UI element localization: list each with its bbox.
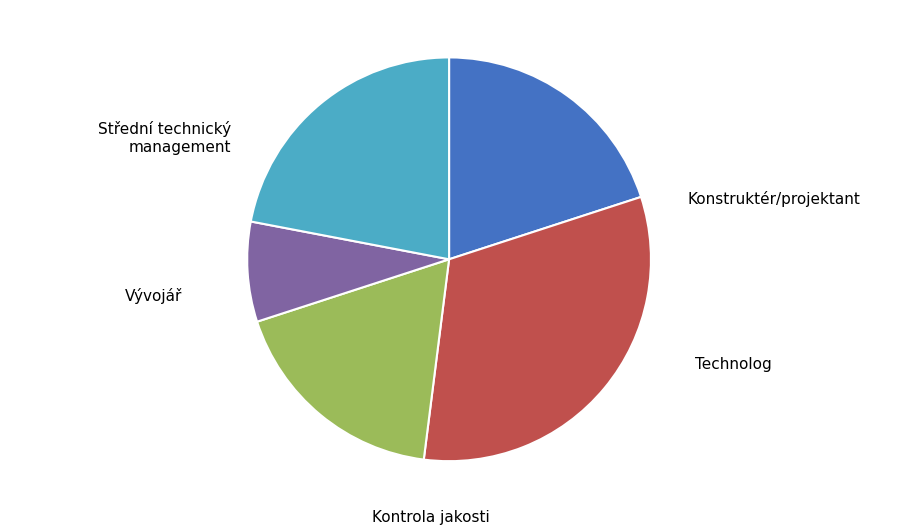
Wedge shape: [247, 221, 449, 322]
Wedge shape: [257, 259, 449, 460]
Text: Konstruktér/projektant: Konstruktér/projektant: [687, 191, 860, 207]
Wedge shape: [449, 57, 641, 259]
Text: Vývojář: Vývojář: [125, 288, 182, 304]
Text: Kontrola jakosti: Kontrola jakosti: [373, 510, 490, 525]
Text: Technolog: Technolog: [695, 357, 773, 372]
Text: Střední technický
management: Střední technický management: [97, 122, 231, 155]
Wedge shape: [424, 197, 651, 461]
Wedge shape: [251, 57, 449, 259]
